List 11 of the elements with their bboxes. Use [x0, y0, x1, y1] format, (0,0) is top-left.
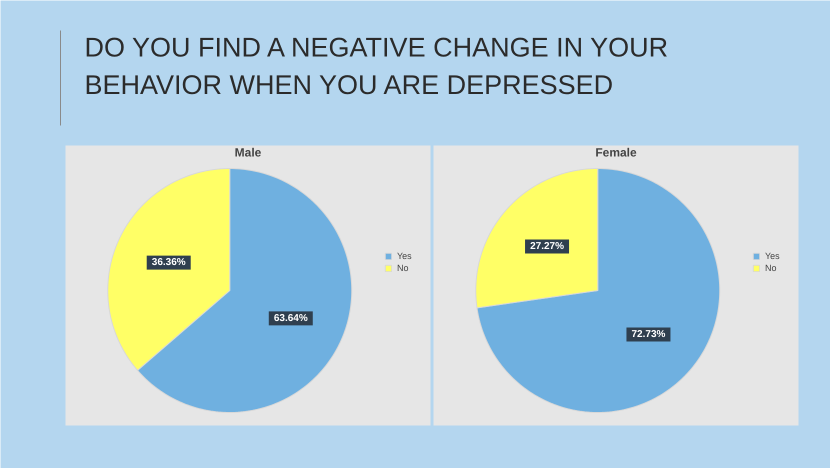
data-label: 27.27% [530, 241, 564, 252]
chart-title: Male [234, 146, 262, 160]
data-label: 36.36% [152, 257, 186, 268]
legend-label: No [765, 263, 778, 273]
chart-title: Female [595, 146, 638, 160]
text: DO YOU FIND A NEGATIVE CHANGE IN YOUR BEHAVIOR WHEN YOU ARE DEPRESSED [84, 32, 668, 100]
legend-label: Yes [765, 251, 781, 261]
data-label: 63.64% [274, 312, 308, 324]
legend-label: No [397, 263, 410, 273]
data-label: 72.73% [632, 328, 666, 340]
legend-label: Yes [397, 251, 413, 261]
